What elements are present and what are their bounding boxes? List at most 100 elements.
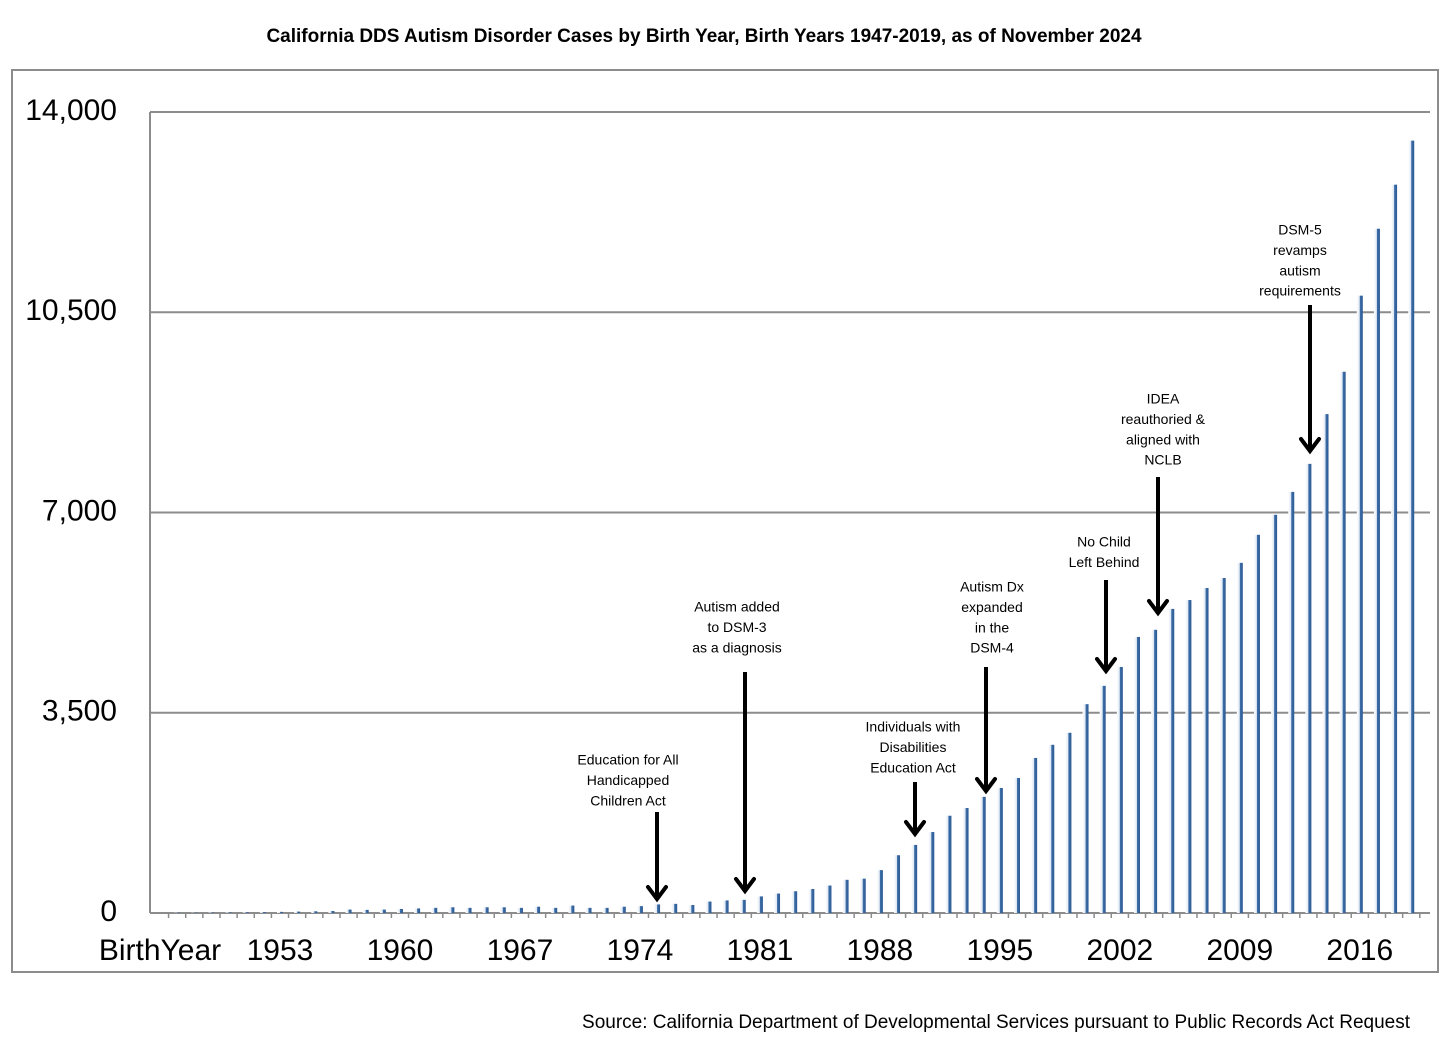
x-tick-label: 2016 <box>1326 934 1393 967</box>
x-tick-label: 2002 <box>1086 934 1153 967</box>
annotation-text: autism <box>1279 262 1320 278</box>
bar <box>1185 600 1192 913</box>
annotation-text: as a diagnosis <box>692 639 782 655</box>
bar <box>1305 463 1312 913</box>
bar <box>1202 588 1209 913</box>
bar <box>1322 414 1329 913</box>
bar <box>465 907 472 913</box>
bar <box>859 878 866 913</box>
bar <box>842 879 849 913</box>
bar <box>1099 685 1106 913</box>
x-tick-label: 1967 <box>487 934 554 967</box>
annotation-text: aligned with <box>1126 431 1200 447</box>
bar <box>1048 744 1055 913</box>
annotation-text: Left Behind <box>1069 554 1140 570</box>
bar <box>911 844 918 913</box>
annotation-text: revamps <box>1273 242 1327 258</box>
bar <box>945 815 952 913</box>
annotation-arrowhead <box>1095 657 1117 675</box>
bar <box>259 912 266 913</box>
bar <box>396 908 403 913</box>
annotation-arrowhead <box>904 820 926 838</box>
x-tick-label: 1995 <box>966 934 1033 967</box>
bar <box>654 904 661 913</box>
annotation-text: IDEA <box>1147 391 1180 407</box>
chart-title: California DDS Autism Disorder Cases by … <box>266 26 1142 47</box>
bar <box>414 908 421 913</box>
bar <box>225 912 232 913</box>
bar <box>516 907 523 913</box>
annotation-text: Education Act <box>870 759 956 775</box>
bar <box>1391 184 1398 914</box>
plot-frame <box>11 69 1439 973</box>
bar <box>1253 534 1260 913</box>
bar <box>1116 666 1123 913</box>
bar <box>1082 704 1089 913</box>
bar <box>294 911 301 913</box>
annotation-text: Disabilities <box>880 739 947 755</box>
y-tick-label: 0 <box>100 895 117 928</box>
annotation-text: Children Act <box>590 792 666 808</box>
bar <box>705 901 712 913</box>
bar <box>808 888 815 913</box>
bar <box>534 906 541 913</box>
bar <box>636 906 643 913</box>
annotation-arrowhead <box>1299 437 1321 455</box>
annotation-text: requirements <box>1259 283 1341 299</box>
annotation-arrowhead <box>975 777 997 795</box>
annotation-arrowhead <box>646 885 668 903</box>
annotation-text: NCLB <box>1144 452 1181 468</box>
bar <box>362 909 369 913</box>
y-tick-label: 7,000 <box>42 494 117 527</box>
bar <box>311 911 318 913</box>
annotation-text: DSM-5 <box>1278 222 1322 238</box>
bar <box>379 909 386 913</box>
bar <box>345 909 352 913</box>
y-tick-label: 10,500 <box>25 294 117 327</box>
annotation-text: No Child <box>1077 534 1131 550</box>
annotation-text: expanded <box>961 599 1023 615</box>
source: Source: California Department of Develop… <box>582 1012 1411 1033</box>
bar <box>962 808 969 913</box>
bar <box>602 907 609 913</box>
annotation-arrowhead <box>734 877 756 895</box>
x-tick-label: 2009 <box>1206 934 1273 967</box>
annotation-text: in the <box>975 619 1009 635</box>
bar <box>1236 562 1243 913</box>
bar <box>499 907 506 913</box>
bar <box>1065 732 1072 913</box>
bar <box>791 891 798 913</box>
annotation-text: reauthoried & <box>1121 411 1206 427</box>
bar <box>876 870 883 913</box>
bar <box>1014 777 1020 913</box>
annotation-text: Autism Dx <box>960 579 1024 595</box>
bar <box>825 885 832 913</box>
annotation-arrowhead <box>1147 599 1169 617</box>
bar <box>276 911 283 913</box>
bar <box>1408 140 1415 913</box>
annotation-text: Education for All <box>577 752 678 768</box>
bar <box>722 900 729 913</box>
bar <box>619 906 626 913</box>
x-tick-label: 1974 <box>607 934 674 967</box>
y-tick-label: 14,000 <box>25 94 117 127</box>
x-tick-label: 1988 <box>847 934 914 967</box>
bar <box>1373 228 1380 913</box>
bar <box>1339 371 1346 913</box>
bar <box>1031 757 1038 913</box>
bar <box>1151 629 1158 913</box>
bar <box>551 907 558 913</box>
bar <box>979 796 986 913</box>
bar <box>1271 514 1278 913</box>
annotation-text: Handicapped <box>587 772 670 788</box>
x-tick-label: 1953 <box>247 934 314 967</box>
annotation-text: Autism added <box>694 599 780 615</box>
bar <box>431 907 438 913</box>
bar <box>448 907 455 913</box>
bar <box>688 904 695 913</box>
bar <box>1168 608 1175 913</box>
bar <box>756 896 763 913</box>
annotation-text: to DSM-3 <box>707 619 766 635</box>
x-tick-label: 1960 <box>367 934 434 967</box>
x-tick-label: BirthYear <box>99 934 221 967</box>
